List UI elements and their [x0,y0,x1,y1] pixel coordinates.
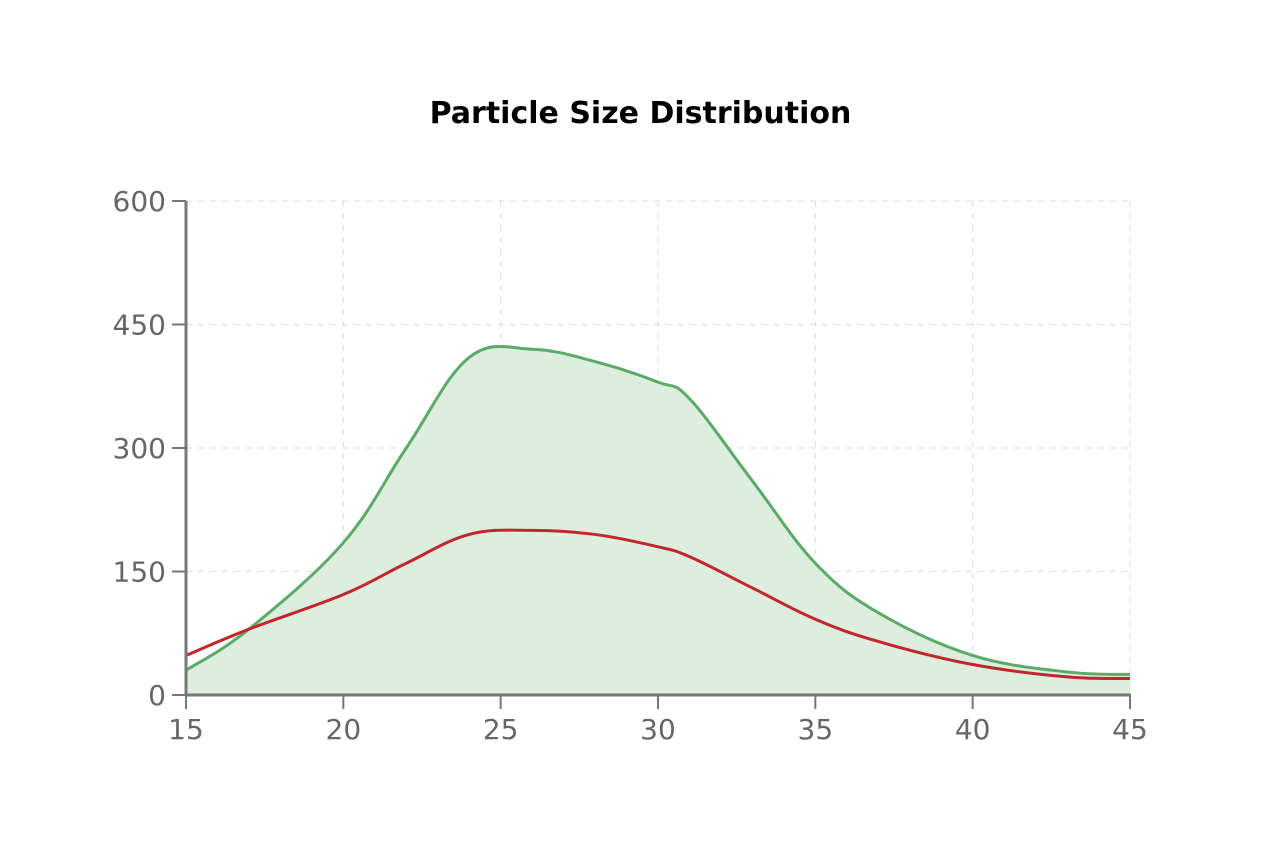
y-tick-label-0: 0 [148,679,166,712]
y-tick-label-300: 300 [113,432,166,465]
x-tick-label-20: 20 [326,713,362,746]
y-tick-label-150: 150 [113,556,166,589]
series-layer [185,344,1131,695]
y-tick-label-600: 600 [113,185,166,218]
series-0-area-fill [186,346,1130,695]
x-tick-label-25: 25 [483,713,519,746]
x-tick-label-15: 15 [168,713,204,746]
series-1-line [185,528,1131,681]
x-tick-label-45: 45 [1112,713,1148,746]
y-tick-label-450: 450 [113,309,166,342]
ticks-layer: 0 150 300 450 600 15 20 25 30 35 40 45 [113,185,1148,746]
x-tick-label-30: 30 [640,713,676,746]
x-tick-label-35: 35 [798,713,834,746]
series-0-line [185,344,1131,676]
chart-title: Particle Size Distribution [429,96,852,131]
x-tick-label-40: 40 [955,713,991,746]
